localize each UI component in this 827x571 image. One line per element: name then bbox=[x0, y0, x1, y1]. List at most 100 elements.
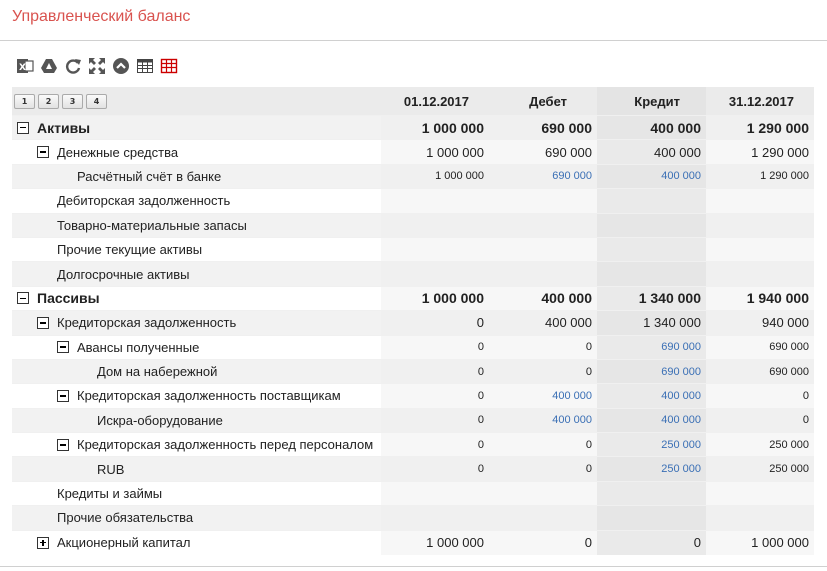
cell-start-balance bbox=[381, 261, 489, 287]
table-icon[interactable] bbox=[135, 56, 155, 76]
value-text: 1 340 000 bbox=[643, 315, 701, 331]
cell-debit bbox=[489, 188, 597, 214]
value-text: 0 bbox=[585, 341, 592, 354]
table-row[interactable]: Кредиторская задолженность 0 400 000 1 340 … bbox=[12, 310, 814, 336]
collapse-icon[interactable] bbox=[57, 389, 69, 402]
value-text: 0 bbox=[477, 463, 484, 476]
value-text: 0 bbox=[584, 535, 592, 551]
row-label: Денежные средства bbox=[57, 144, 179, 160]
table-row[interactable]: Пассивы 1 000 000 400 000 1 340 000 1 940 00… bbox=[12, 285, 814, 311]
cell-credit: 690 000 bbox=[597, 334, 706, 360]
level-button-3[interactable]: 3 bbox=[62, 93, 83, 109]
value-text: 1 940 000 bbox=[746, 290, 809, 307]
cell-credit: 400 000 bbox=[597, 383, 706, 409]
value-link[interactable]: 400 000 bbox=[661, 414, 701, 427]
level-button-2[interactable]: 2 bbox=[38, 93, 59, 109]
row-name-cell: Кредиторская задолженность bbox=[12, 310, 381, 336]
cell-debit: 0 bbox=[489, 529, 597, 555]
level-button-1[interactable]: 1 bbox=[14, 93, 35, 109]
cell-credit: 1 340 000 bbox=[597, 310, 706, 336]
table-row: Прочие обязательства bbox=[12, 505, 814, 531]
value-text: 0 bbox=[585, 365, 592, 378]
collapse-icon[interactable] bbox=[57, 438, 69, 451]
collapse-icon[interactable] bbox=[17, 292, 29, 305]
table-row: Товарно-материальные запасы bbox=[12, 212, 814, 238]
value-text: 0 bbox=[802, 414, 809, 427]
row-label: Товарно-материальные запасы bbox=[57, 217, 247, 233]
cell-end-balance bbox=[706, 236, 814, 262]
cell-end-balance: 1 290 000 bbox=[706, 114, 814, 140]
row-name-cell: Денежные средства bbox=[12, 139, 381, 165]
table-row[interactable]: Авансы полученные 0 0 690 000 690 000 bbox=[12, 334, 814, 360]
table-row[interactable]: Активы 1 000 000 690 000 400 000 1 290 000 bbox=[12, 114, 814, 140]
row-name-cell: Расчётный счёт в банке bbox=[12, 163, 381, 189]
cell-start-balance: 1 000 000 bbox=[381, 529, 489, 555]
refresh-icon[interactable] bbox=[63, 56, 83, 76]
value-link[interactable]: 250 000 bbox=[661, 463, 701, 476]
cell-credit bbox=[597, 212, 706, 238]
cell-end-balance: 0 bbox=[706, 383, 814, 409]
table-row: RUB 0 0 250 000 250 000 bbox=[12, 456, 814, 482]
expand-icon[interactable] bbox=[37, 536, 49, 549]
cell-start-balance bbox=[381, 188, 489, 214]
value-text: 0 bbox=[693, 535, 701, 551]
row-name-cell: Авансы полученные bbox=[12, 334, 381, 360]
cell-credit bbox=[597, 261, 706, 287]
value-link[interactable]: 400 000 bbox=[661, 170, 701, 183]
row-label: Авансы полученные bbox=[77, 339, 200, 355]
cell-credit: 690 000 bbox=[597, 358, 706, 384]
value-link[interactable]: 690 000 bbox=[661, 365, 701, 378]
row-label: Акционерный капитал bbox=[57, 535, 191, 551]
table-row: Расчётный счёт в банке 1 000 000 690 000 40… bbox=[12, 163, 814, 189]
collapse-icon[interactable] bbox=[37, 316, 49, 329]
row-name-cell: Кредиторская задолженность поставщикам bbox=[12, 383, 381, 409]
cell-end-balance bbox=[706, 261, 814, 287]
collapse-icon[interactable] bbox=[37, 146, 49, 159]
value-link[interactable]: 400 000 bbox=[552, 389, 592, 402]
row-name-cell: Искра-оборудование bbox=[12, 407, 381, 433]
value-text: 1 000 000 bbox=[435, 170, 484, 183]
value-link[interactable]: 250 000 bbox=[661, 438, 701, 451]
row-name-cell: Долгосрочные активы bbox=[12, 261, 381, 287]
cell-credit: 250 000 bbox=[597, 456, 706, 482]
cell-start-balance: 1 000 000 bbox=[381, 139, 489, 165]
value-text: 1 000 000 bbox=[751, 535, 809, 551]
column-header-credit: Кредит bbox=[597, 87, 706, 116]
row-label: Долгосрочные активы bbox=[57, 266, 190, 282]
value-text: 690 000 bbox=[769, 341, 809, 354]
row-name-cell: Товарно-материальные запасы bbox=[12, 212, 381, 238]
cell-end-balance: 940 000 bbox=[706, 310, 814, 336]
value-text: 1 290 000 bbox=[760, 170, 809, 183]
table-grid-icon[interactable] bbox=[159, 56, 179, 76]
value-link[interactable]: 400 000 bbox=[661, 389, 701, 402]
google-drive-icon[interactable] bbox=[39, 56, 59, 76]
table-row[interactable]: Кредиторская задолженность перед персона… bbox=[12, 432, 814, 457]
excel-export-icon[interactable]: X bbox=[15, 56, 35, 76]
page-title: Управленческий баланс bbox=[12, 8, 191, 25]
value-link[interactable]: 400 000 bbox=[552, 414, 592, 427]
cell-credit: 400 000 bbox=[597, 163, 706, 189]
value-text: 690 000 bbox=[769, 365, 809, 378]
value-text: 940 000 bbox=[762, 315, 809, 331]
cell-credit: 400 000 bbox=[597, 139, 706, 165]
value-link[interactable]: 690 000 bbox=[661, 341, 701, 354]
collapse-up-icon[interactable] bbox=[111, 56, 131, 76]
cell-start-balance: 0 bbox=[381, 310, 489, 336]
collapse-icon[interactable] bbox=[17, 121, 29, 134]
row-label: Активы bbox=[37, 119, 91, 136]
value-text: 1 000 000 bbox=[426, 535, 484, 551]
table-row[interactable]: Денежные средства 1 000 000 690 000 400 000… bbox=[12, 139, 814, 165]
collapse-icon[interactable] bbox=[57, 341, 69, 354]
row-label: Кредиторская задолженность поставщикам bbox=[77, 388, 341, 404]
fullscreen-icon[interactable] bbox=[87, 56, 107, 76]
cell-credit bbox=[597, 188, 706, 214]
table-row[interactable]: Акционерный капитал 1 000 000 0 0 1 000 000 bbox=[12, 529, 814, 555]
value-text: 1 290 000 bbox=[751, 144, 809, 160]
cell-end-balance: 1 290 000 bbox=[706, 139, 814, 165]
row-label: Прочие обязательства bbox=[57, 510, 194, 526]
row-label: Пассивы bbox=[37, 290, 100, 307]
value-link[interactable]: 690 000 bbox=[552, 170, 592, 183]
cell-start-balance bbox=[381, 212, 489, 238]
table-row[interactable]: Кредиторская задолженность поставщикам 0 4… bbox=[12, 383, 814, 409]
level-button-4[interactable]: 4 bbox=[86, 93, 107, 109]
